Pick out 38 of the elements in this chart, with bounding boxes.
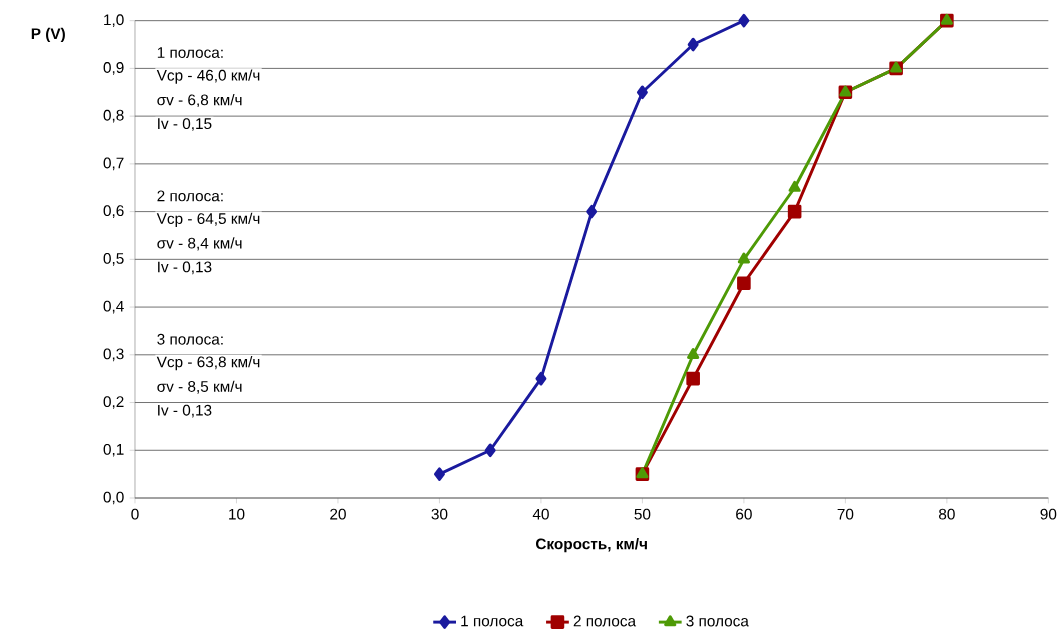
y-tick-label: 0,6 [103,205,124,218]
y-tick-label: 1,0 [104,14,124,27]
x-tick-label: 70 [837,508,854,520]
x-tick-label: 80 [939,508,955,520]
annotation: Vср - 64,5 км/ч [156,212,260,228]
x-tick-label: 10 [229,508,245,520]
annotation: Vср - 46,0 км/ч [156,69,260,84]
annotation: Vср - 63,8 км/ч [156,356,260,371]
legend-label: 1 полоса [461,615,524,627]
annotation: 1 полоса: [157,47,223,58]
legend-label: 2 полоса [573,615,637,627]
x-tick-label: 60 [736,508,752,520]
y-tick-label: 0,0 [103,491,124,505]
x-tick-label: 30 [431,508,448,520]
annotation: Iv - 0,13 [158,404,212,418]
x-tick-label: 90 [1040,508,1057,520]
annotation: 3 полоса: [157,333,223,345]
y-tick-label: 0,4 [103,300,124,314]
annotation: σv - 8,4 км/ч [157,237,242,251]
x-tick-label: 0 [131,508,139,520]
x-axis-title: Скорость, км/ч [536,538,647,553]
annotation: Iv - 0,13 [158,261,212,275]
y-tick-label: 0,9 [103,62,124,75]
annotation: Iv - 0,15 [158,118,212,131]
y-tick-label: 0,2 [103,396,124,409]
y-tick-label: 0,8 [103,109,124,123]
x-tick-label: 50 [634,508,651,520]
annotation: 2 полоса: [157,190,223,202]
x-tick-label: 20 [330,508,346,520]
annotation: σv - 8,5 км/ч [157,380,242,394]
annotation: σv - 6,8 км/ч [157,94,242,108]
legend-label: 3 полоса [686,615,749,627]
y-tick-label: 0,1 [103,443,124,457]
y-tick-label: 0,7 [103,157,124,171]
y-axis-title: P (V) [31,27,65,43]
y-tick-label: 0,3 [103,348,124,362]
y-tick-label: 0,5 [103,253,124,266]
x-tick-label: 40 [532,508,549,520]
